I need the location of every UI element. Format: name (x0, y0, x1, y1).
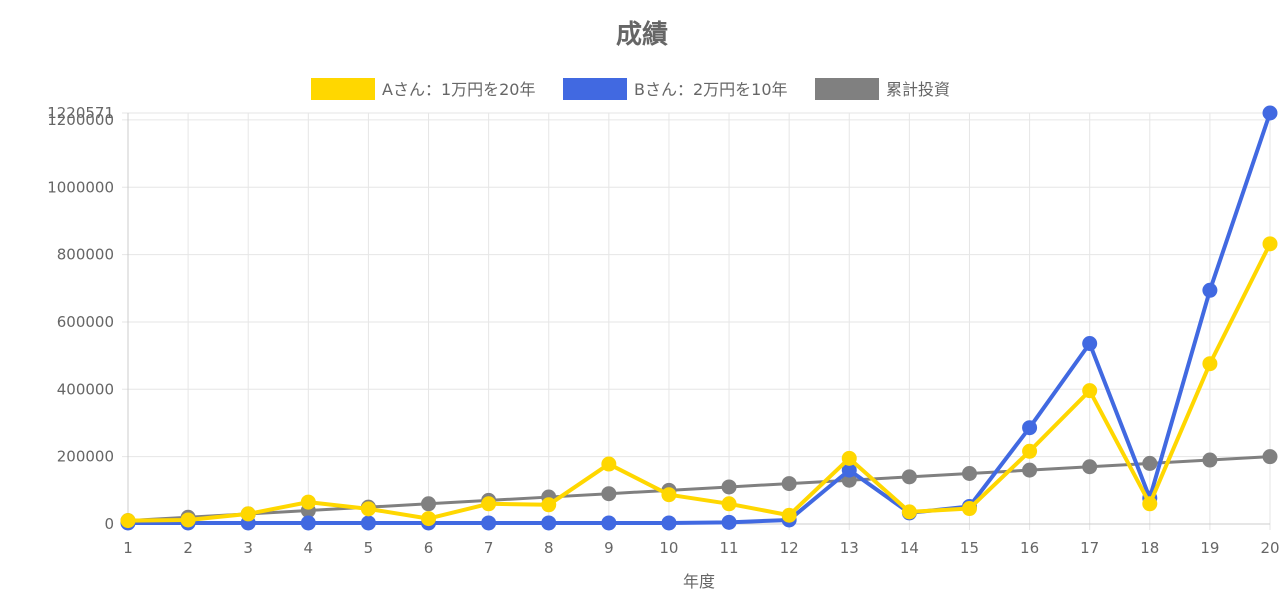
legend-item-1[interactable]: Aさん：1万円を20年 (311, 78, 536, 100)
x-tick-label: 7 (484, 539, 494, 557)
x-tick-label: 11 (720, 539, 739, 557)
data-point[interactable] (601, 486, 617, 502)
data-point[interactable] (1202, 282, 1218, 298)
x-tick-label: 5 (364, 539, 374, 557)
data-point[interactable] (1082, 383, 1098, 399)
grid-lines (122, 112, 1271, 530)
data-point[interactable] (1202, 452, 1218, 468)
data-point[interactable] (841, 462, 857, 478)
x-tick-label: 20 (1260, 539, 1279, 557)
series-layer (120, 105, 1278, 531)
data-point[interactable] (481, 515, 497, 531)
data-point[interactable] (841, 450, 857, 466)
y-axis-ticks: 0 200000 400000 600000 800000 1000000 12000001… (47, 104, 114, 533)
data-point[interactable] (601, 456, 617, 472)
y-tick-label: 600000 (57, 313, 114, 331)
data-point[interactable] (1202, 356, 1218, 372)
data-point[interactable] (1082, 459, 1098, 475)
data-point[interactable] (781, 507, 797, 523)
x-tick-label: 4 (304, 539, 314, 557)
data-point[interactable] (961, 465, 977, 481)
x-tick-label: 8 (544, 539, 554, 557)
legend-swatch (815, 78, 879, 100)
data-point[interactable] (481, 496, 497, 512)
data-point[interactable] (601, 515, 617, 531)
legend-swatch (311, 78, 375, 100)
x-tick-label: 14 (900, 539, 919, 557)
y-tick-label: 1200000 (47, 111, 114, 129)
data-point[interactable] (1022, 420, 1038, 436)
series-3 (120, 449, 1278, 529)
x-tick-label: 17 (1080, 539, 1099, 557)
x-tick-label: 16 (1020, 539, 1039, 557)
series-line (127, 242, 1272, 523)
data-point[interactable] (661, 515, 677, 531)
x-tick-label: 19 (1200, 539, 1219, 557)
legend-swatch (563, 78, 627, 100)
data-point[interactable] (1262, 449, 1278, 465)
y-tick-label-max: 1220571 (47, 104, 114, 122)
x-tick-label: 1 (123, 539, 133, 557)
data-point[interactable] (300, 494, 316, 510)
data-point[interactable] (1142, 496, 1158, 512)
data-point[interactable] (1022, 443, 1038, 459)
legend-label: 累計投資 (886, 80, 950, 99)
data-point[interactable] (300, 515, 316, 531)
x-tick-label: 2 (183, 539, 193, 557)
x-tick-label: 13 (840, 539, 859, 557)
y-tick-label: 800000 (57, 246, 114, 264)
x-tick-label: 9 (604, 539, 614, 557)
data-point[interactable] (661, 487, 677, 503)
data-point[interactable] (240, 506, 256, 522)
data-point[interactable] (901, 469, 917, 485)
data-point[interactable] (781, 476, 797, 492)
data-point[interactable] (421, 496, 437, 512)
series-line (128, 112, 1272, 525)
x-tick-label: 15 (960, 539, 979, 557)
legend-label: Aさん：1万円を20年 (382, 80, 536, 99)
x-axis-label: 年度 (683, 572, 715, 591)
data-point[interactable] (360, 515, 376, 531)
data-point[interactable] (901, 504, 917, 520)
data-point[interactable] (360, 501, 376, 517)
data-point[interactable] (721, 514, 737, 530)
x-tick-label: 18 (1140, 539, 1159, 557)
y-tick-label: 200000 (57, 448, 114, 466)
legend-label: Bさん：2万円を10年 (634, 80, 788, 99)
chart-title: 成績 (616, 20, 668, 50)
data-point[interactable] (541, 497, 557, 513)
y-tick-label: 400000 (57, 380, 114, 398)
data-point[interactable] (541, 515, 557, 531)
data-point[interactable] (721, 479, 737, 495)
x-tick-label: 10 (659, 539, 678, 557)
series-1 (120, 236, 1278, 529)
y-tick-label: 0 (104, 515, 114, 533)
x-axis-ticks: 1 2 3 4 5 6 7 8 9 10 11 12 13 14 15 16 17 18 19 20 (123, 539, 1279, 557)
data-point[interactable] (961, 501, 977, 517)
data-point[interactable] (1262, 105, 1278, 121)
series-line (127, 455, 1271, 523)
data-point[interactable] (721, 496, 737, 512)
y-tick-label: 1000000 (47, 178, 114, 196)
x-tick-label: 12 (780, 539, 799, 557)
data-point[interactable] (120, 513, 136, 529)
data-point[interactable] (1142, 455, 1158, 471)
legend-item-3[interactable]: 累計投資 (815, 78, 950, 100)
x-tick-label: 6 (424, 539, 434, 557)
data-point[interactable] (1082, 336, 1098, 352)
data-point[interactable] (1262, 236, 1278, 252)
data-point[interactable] (1022, 462, 1038, 478)
legend-item-2[interactable]: Bさん：2万円を10年 (563, 78, 788, 100)
data-point[interactable] (421, 511, 437, 527)
legend: Aさん：1万円を20年 Bさん：2万円を10年 累計投資 (311, 78, 950, 100)
data-point[interactable] (180, 512, 196, 528)
x-tick-label: 3 (243, 539, 253, 557)
